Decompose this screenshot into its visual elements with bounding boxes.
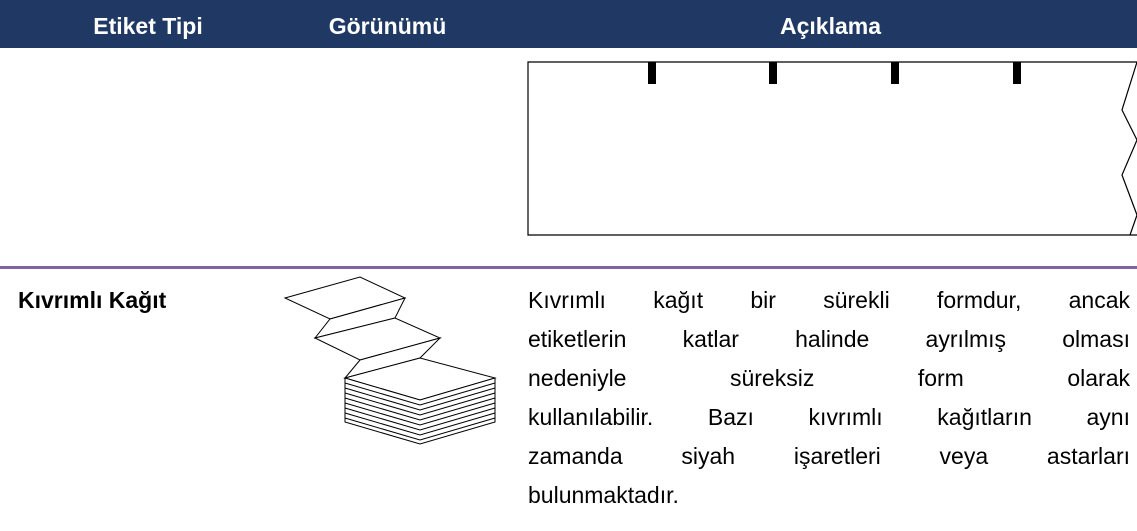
description-line: Kıvrımlı kağıt bir sürekli formdur, anca… bbox=[528, 287, 1130, 313]
header-cell: Açıklama bbox=[779, 13, 881, 39]
description-line: zamanda siyah işaretleri veya astarları bbox=[528, 443, 1130, 469]
header-cell: Görünümü bbox=[328, 13, 447, 39]
black-marks bbox=[648, 62, 1021, 84]
description-line: kullanılabilir. Bazı kıvrımlı kağıtların… bbox=[528, 404, 1130, 430]
header-cell: Etiket Tipi bbox=[93, 13, 203, 39]
row-divider bbox=[0, 266, 1137, 269]
fanfold-diagram bbox=[283, 276, 497, 445]
description-line: nedeniyle süreksiz form olarak bbox=[528, 365, 1130, 391]
continuous-label-diagram bbox=[527, 61, 1137, 236]
table-header: Etiket Tipi Görünümü Açıklama bbox=[0, 0, 1137, 48]
label-type: Kıvrımlı Kağıt bbox=[18, 287, 167, 313]
description-line: bulunmaktadır. bbox=[528, 482, 679, 508]
description-line: etiketlerin katlar halinde ayrılmış olma… bbox=[528, 326, 1130, 352]
description: Kıvrımlı kağıt bir sürekli formdur, anca… bbox=[528, 281, 1130, 515]
